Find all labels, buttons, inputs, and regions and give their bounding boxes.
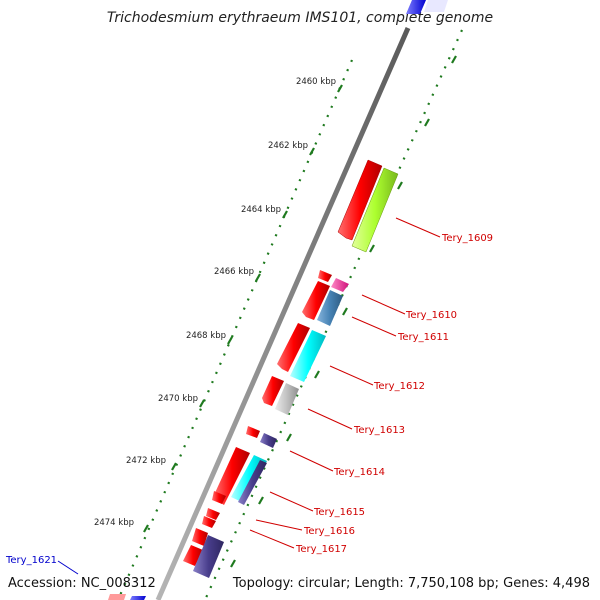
gene-block-green <box>351 167 399 253</box>
outer-dotted-ring <box>203 29 464 600</box>
gene-label: Tery_1616 <box>303 526 355 537</box>
gene-arrow <box>192 528 208 546</box>
topology-text: Topology: circular; Length: 7,750,108 bp… <box>232 576 590 591</box>
ruler-tick-label: 2464 kbp <box>241 205 281 215</box>
gene-arrow <box>318 270 332 282</box>
gene-label: Tery_1615 <box>313 507 365 518</box>
ruler-tick-label: 2470 kbp <box>158 394 198 404</box>
map-title: Trichodesmium erythraeum IMS101, complet… <box>107 10 493 26</box>
ruler-tick: 2472 kbp <box>126 456 177 471</box>
gene-block-magenta <box>331 278 349 292</box>
gene-block-slateblue <box>193 535 224 578</box>
ruler-tick-label: 2460 kbp <box>296 77 336 87</box>
gene-block-blue <box>130 596 146 600</box>
gene-block-slateblue <box>260 433 277 448</box>
gene-label: Tery_1614 <box>333 467 385 478</box>
ruler-tick-label: 2472 kbp <box>126 456 166 466</box>
gene-arrow <box>206 508 220 520</box>
ruler: 2460 kbp 2462 kbp 2464 kbp 2466 kbp 2468… <box>94 77 343 533</box>
ruler-tick: 2474 kbp <box>94 518 149 533</box>
ruler-tick-label: 2474 kbp <box>94 518 134 528</box>
ruler-tick-label: 2466 kbp <box>214 267 254 277</box>
gene-arrow <box>277 323 310 372</box>
gene-label: Tery_1617 <box>295 544 347 555</box>
gene-label: Tery_1611 <box>397 332 449 343</box>
ruler-tick: 2466 kbp <box>214 267 261 282</box>
gene-block-steelblue <box>317 290 343 326</box>
ruler-tick: 2470 kbp <box>158 394 205 408</box>
gene-arrow <box>246 426 260 438</box>
genome-backbone <box>155 26 411 600</box>
gene-arrow <box>183 545 203 566</box>
gene-labels: Tery_1609 Tery_1610 Tery_1611 Tery_1612 … <box>5 233 493 566</box>
gene-label: Tery_1609 <box>441 233 493 244</box>
gene-block-cyan <box>290 330 326 382</box>
ruler-tick: 2462 kbp <box>268 141 315 156</box>
gene-arrow <box>212 491 226 504</box>
gene-block-slateblue <box>238 460 267 505</box>
ruler-tick: 2464 kbp <box>241 205 288 219</box>
outer-ring-ticks <box>230 55 457 568</box>
accession-text: Accession: NC_008312 <box>8 576 156 591</box>
ruler-tick: 2468 kbp <box>186 331 233 345</box>
ruler-tick: 2460 kbp <box>296 77 343 93</box>
label-leaders <box>249 217 441 549</box>
gene-arrow <box>302 281 330 320</box>
gene-feature-top-light <box>424 0 448 12</box>
gene-label: Tery_1613 <box>353 425 405 436</box>
inner-dotted-ring <box>116 59 354 600</box>
cog-genes <box>130 167 399 600</box>
gene-arrow <box>214 447 250 505</box>
gene-arrow <box>262 376 284 406</box>
gene-block-silver <box>275 383 299 415</box>
gene-feature-top-blue <box>406 0 426 14</box>
gene-arrow <box>202 516 216 528</box>
gene-label: Tery_1612 <box>373 381 425 392</box>
gene-arrow <box>337 159 383 241</box>
gene-arrow <box>108 594 126 600</box>
gene-label: Tery_1621 <box>5 555 57 566</box>
ruler-tick-label: 2468 kbp <box>186 331 226 341</box>
ruler-tick-label: 2462 kbp <box>268 141 308 151</box>
label-leader-blue <box>57 560 79 575</box>
forward-strand-genes <box>108 159 383 600</box>
gene-label: Tery_1610 <box>405 310 457 321</box>
